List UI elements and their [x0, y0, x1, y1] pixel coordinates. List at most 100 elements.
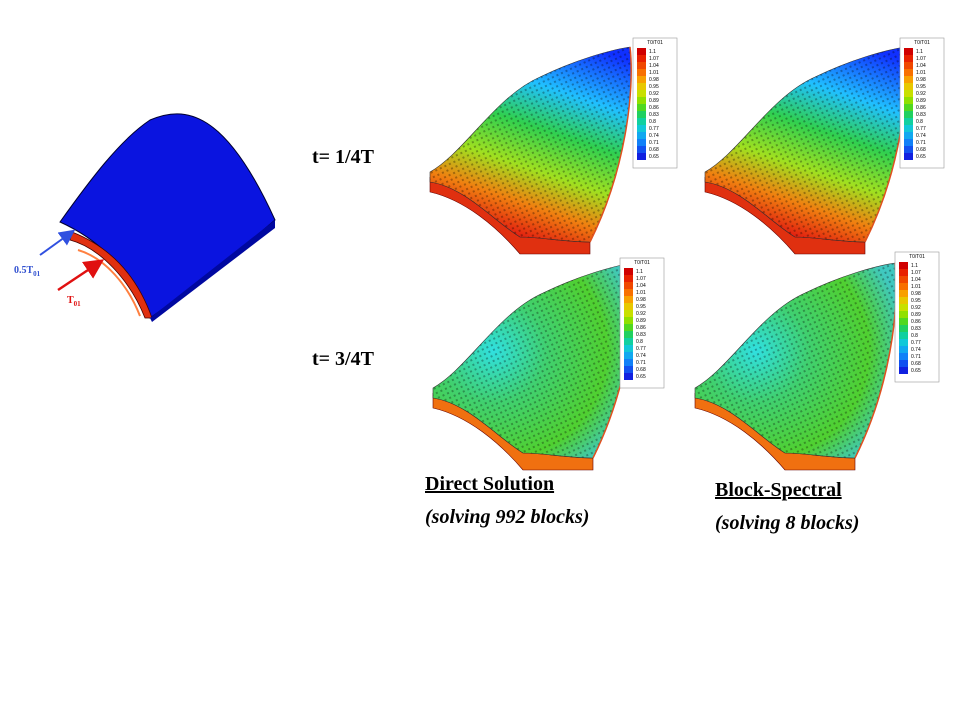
colorbar-label: 0.74: [636, 353, 646, 359]
colorbar-title: T0/T01: [647, 40, 663, 46]
colorbar-label: 1.07: [649, 56, 659, 62]
colorbar-label: 0.89: [916, 98, 926, 104]
colorbar-swatch: [637, 55, 646, 62]
colorbar-label: 0.65: [649, 154, 659, 160]
colorbar-swatch: [904, 90, 913, 97]
colorbar-swatch: [899, 346, 908, 353]
colorbar-label: 0.65: [911, 368, 921, 374]
colorbar-swatch: [904, 48, 913, 55]
colorbar-label: 0.83: [911, 326, 921, 332]
contour-plot: [432, 262, 635, 471]
colorbar-label: 0.68: [649, 147, 659, 153]
colorbar-label: 0.86: [649, 105, 659, 111]
colorbar-swatch: [904, 83, 913, 90]
colorbar-label: 1.01: [916, 70, 926, 76]
colorbar-label: 1.1: [649, 49, 656, 55]
mesh: [430, 47, 632, 242]
colorbar-label: 0.68: [636, 367, 646, 373]
colorbar-label: 0.95: [916, 84, 926, 90]
colorbar-label: 0.92: [649, 91, 659, 97]
colorbar-label: 0.98: [649, 77, 659, 83]
colorbar-swatch: [624, 352, 633, 359]
colorbar-swatch: [899, 297, 908, 304]
colorbar-swatch: [904, 111, 913, 118]
colorbar-swatch: [899, 367, 908, 374]
colorbar-swatch: [899, 318, 908, 325]
colorbar-label: 0.98: [636, 297, 646, 303]
colorbar-swatch: [637, 146, 646, 153]
colorbar-swatch: [899, 262, 908, 269]
colorbar-swatch: [637, 97, 646, 104]
colorbar-label: 1.07: [911, 270, 921, 276]
colorbar-label: 1.04: [916, 63, 926, 69]
colorbar-swatch: [904, 132, 913, 139]
colorbar-title: T0/T01: [634, 260, 650, 266]
colorbar-swatch: [899, 304, 908, 311]
colorbar-swatch: [899, 276, 908, 283]
row-label: t= 1/4T: [312, 146, 375, 168]
colorbar-label: 0.92: [636, 311, 646, 317]
colorbar-swatch: [624, 331, 633, 338]
colorbar-swatch: [637, 69, 646, 76]
colorbar-label: 0.86: [916, 105, 926, 111]
colorbar-label: 1.04: [911, 277, 921, 283]
colorbar-swatch: [899, 339, 908, 346]
colorbar-label: 0.71: [636, 360, 646, 366]
colorbar-label: 0.77: [636, 346, 646, 352]
colorbar-label: 1.07: [916, 56, 926, 62]
colorbar-label: 0.95: [636, 304, 646, 310]
colorbar-swatch: [624, 275, 633, 282]
column-subtitle: (solving 8 blocks): [715, 512, 859, 534]
colorbar-label: 0.74: [911, 347, 921, 353]
colorbar-swatch: [899, 353, 908, 360]
colorbar-swatch: [637, 118, 646, 125]
colorbar-label: 0.89: [911, 312, 921, 318]
colorbar-swatch: [637, 139, 646, 146]
colorbar-label: 0.98: [911, 291, 921, 297]
colorbar-swatch: [624, 282, 633, 289]
colorbar-label: 0.83: [636, 332, 646, 338]
inlet-low-subscript: 01: [33, 270, 41, 278]
inlet-high-label: T01: [67, 295, 81, 308]
colorbar-title: T0/T01: [909, 254, 925, 260]
colorbar-label: 0.68: [916, 147, 926, 153]
colorbar-label: 0.74: [649, 133, 659, 139]
colorbar-label: 0.71: [649, 140, 659, 146]
colorbar-swatch: [624, 359, 633, 366]
colorbar-label: 0.71: [911, 354, 921, 360]
colorbar-label: 0.92: [911, 305, 921, 311]
colorbar-swatch: [624, 345, 633, 352]
colorbar-swatch: [637, 90, 646, 97]
colorbar-label: 1.04: [636, 283, 646, 289]
mesh: [695, 263, 897, 458]
colorbar-swatch: [904, 104, 913, 111]
colorbar-swatch: [899, 332, 908, 339]
colorbar-swatch: [904, 153, 913, 160]
column-title: Direct Solution: [425, 473, 554, 495]
inlet-high-text: T: [67, 295, 74, 306]
colorbar-swatch: [624, 303, 633, 310]
colorbar-label: 0.8: [911, 333, 918, 339]
contour-plot: [704, 46, 907, 255]
colorbar-swatch: [637, 83, 646, 90]
edge: [589, 46, 632, 243]
inlet-low-text: 0.5T: [14, 265, 34, 276]
colorbar-swatch: [624, 324, 633, 331]
colorbar: T0/T011.11.071.041.010.980.950.920.890.8…: [894, 251, 940, 383]
colorbar-swatch: [624, 268, 633, 275]
colorbar-label: 0.86: [911, 319, 921, 325]
colorbar-swatch: [637, 62, 646, 69]
colorbar-label: 1.1: [636, 269, 643, 275]
colorbar-label: 0.83: [649, 112, 659, 118]
colorbar-swatch: [904, 55, 913, 62]
colorbar-swatch: [637, 125, 646, 132]
colorbar-swatch: [624, 373, 633, 380]
colorbar-label: 0.89: [636, 318, 646, 324]
mesh: [705, 47, 907, 242]
colorbar-swatch: [899, 269, 908, 276]
colorbar: T0/T011.11.071.041.010.980.950.920.890.8…: [899, 37, 945, 169]
colorbar-swatch: [899, 325, 908, 332]
colorbar-label: 1.07: [636, 276, 646, 282]
colorbar-swatch: [899, 283, 908, 290]
